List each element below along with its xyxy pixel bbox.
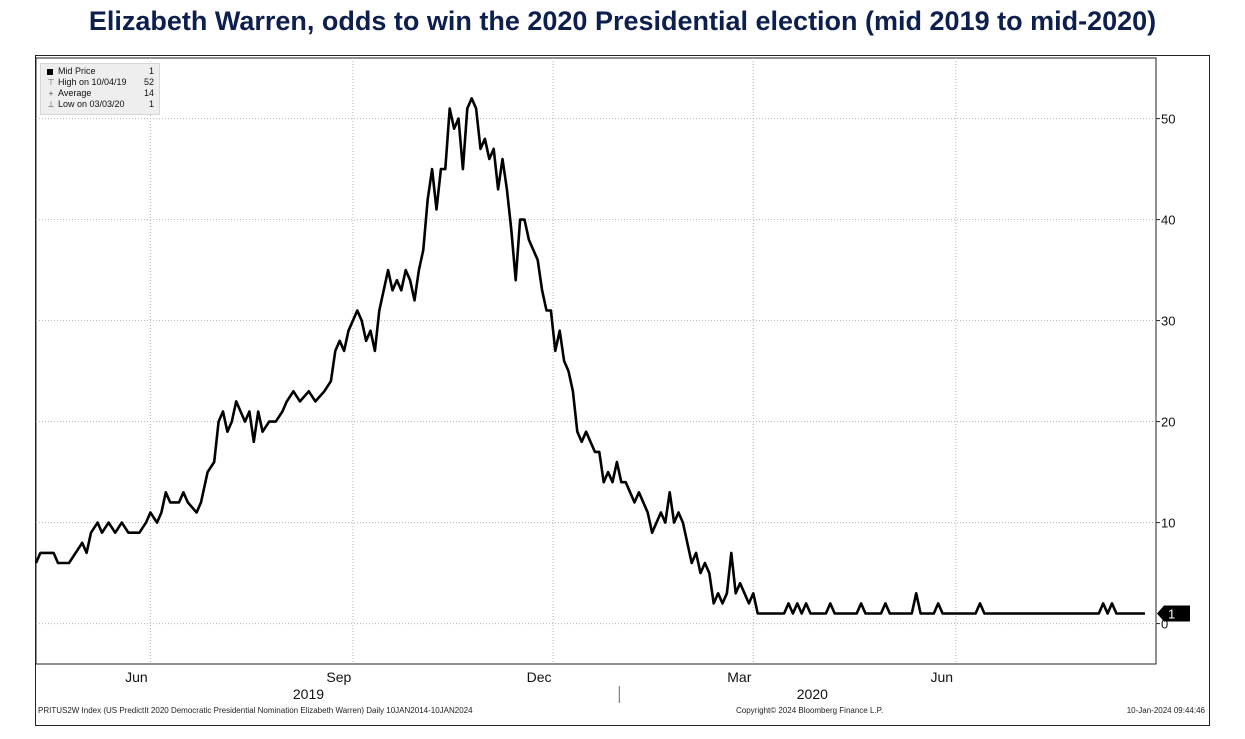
y-tick-label: 50 [1161, 112, 1175, 127]
footer-copyright: Copyright© 2024 Bloomberg Finance L.P. [736, 706, 884, 715]
chart-title: Elizabeth Warren, odds to win the 2020 P… [88, 6, 1157, 36]
year-label: 2020 [797, 686, 828, 702]
legend-value: 14 [143, 88, 154, 98]
last-value-tag [1157, 605, 1190, 622]
x-tick-label: Mar [727, 669, 751, 685]
low-marker-icon: ⊥ [47, 100, 55, 109]
x-tick-label: Sep [326, 669, 351, 685]
x-tick-label: Dec [527, 669, 552, 685]
last-value-label: 1 [1168, 607, 1175, 622]
legend-value: 52 [143, 77, 154, 87]
legend-label: Average [58, 88, 92, 98]
footer-timestamp: 10-Jan-2024 09:44:46 [1126, 706, 1205, 715]
legend-row-mid-price: Mid Price 1 [44, 66, 156, 77]
legend-label: High on 10/04/19 [58, 77, 127, 87]
legend: Mid Price 1 ⊤ High on 10/04/19 52 + Averag… [40, 63, 160, 115]
y-tick-label: 20 [1161, 415, 1175, 430]
y-tick-label: 30 [1161, 314, 1175, 329]
x-tick-label: Jun [125, 669, 148, 685]
footer-source: PRITUS2W Index (US PredictIt 2020 Democr… [38, 706, 473, 715]
series-line-mid-price [34, 97, 1145, 615]
legend-row-high: ⊤ High on 10/04/19 52 [44, 77, 156, 88]
y-tick-label: 40 [1161, 213, 1175, 228]
legend-label: Low on 03/03/20 [58, 99, 125, 109]
high-marker-icon: ⊤ [47, 78, 55, 87]
y-tick-label: 10 [1161, 516, 1175, 531]
axes: 0 10 20 30 40 50 Jun Sep Dec Mar Jun 2019 2020 1 [125, 112, 1190, 703]
plot-area [35, 57, 1157, 665]
average-marker-icon: + [48, 89, 54, 98]
year-label: 2019 [293, 686, 324, 702]
legend-value: 1 [148, 66, 154, 76]
series-layer [34, 97, 1145, 615]
legend-row-average: + Average 14 [44, 88, 156, 99]
gridlines [36, 58, 1156, 664]
legend-box-icon [44, 66, 58, 77]
x-tick-label: Jun [930, 669, 953, 685]
legend-row-low: ⊥ Low on 03/03/20 1 [44, 99, 156, 110]
legend-label: Mid Price [58, 66, 96, 76]
y-tick-label: 0 [1161, 617, 1168, 632]
legend-value: 1 [148, 99, 154, 109]
